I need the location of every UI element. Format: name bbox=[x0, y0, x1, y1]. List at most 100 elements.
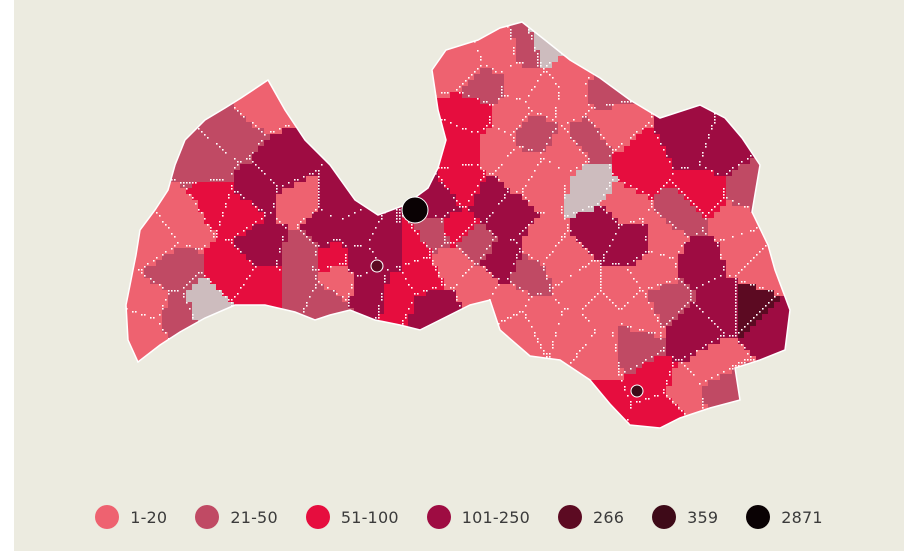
municipality-fill bbox=[492, 110, 499, 117]
municipality-fill bbox=[474, 248, 481, 255]
municipality-fill bbox=[312, 92, 319, 99]
municipality-fill bbox=[642, 116, 649, 123]
municipality-fill bbox=[336, 86, 343, 93]
municipality-fill bbox=[654, 32, 661, 39]
municipality-fill bbox=[426, 206, 433, 213]
municipality-fill bbox=[732, 32, 739, 39]
municipality-fill bbox=[642, 44, 649, 51]
municipality-fill bbox=[192, 146, 199, 153]
municipality-fill bbox=[474, 26, 481, 33]
municipality-fill bbox=[318, 68, 325, 75]
municipality-fill bbox=[648, 22, 655, 27]
municipality-fill bbox=[450, 122, 457, 129]
municipality-fill bbox=[246, 140, 253, 147]
municipality-fill bbox=[396, 140, 403, 147]
municipality-fill bbox=[168, 146, 175, 153]
municipality-fill bbox=[264, 116, 271, 123]
municipality-fill bbox=[204, 74, 211, 81]
municipality-fill bbox=[528, 200, 535, 207]
municipality-fill bbox=[696, 260, 703, 267]
municipality-fill bbox=[612, 56, 619, 63]
municipality-fill bbox=[126, 188, 133, 195]
municipality-fill bbox=[750, 110, 757, 117]
municipality-fill bbox=[150, 242, 157, 249]
municipality-fill bbox=[528, 164, 535, 171]
municipality-fill bbox=[666, 32, 673, 39]
municipality-fill bbox=[534, 278, 541, 285]
municipality-fill bbox=[126, 164, 133, 171]
municipality-fill bbox=[432, 278, 439, 285]
municipality-fill bbox=[378, 146, 385, 153]
municipality-fill bbox=[654, 278, 661, 285]
municipality-fill bbox=[450, 242, 457, 249]
municipality-fill bbox=[444, 266, 451, 273]
municipality-fill bbox=[540, 158, 547, 165]
municipality-fill bbox=[156, 68, 163, 75]
municipality-fill bbox=[570, 22, 577, 27]
municipality-fill bbox=[288, 164, 295, 171]
municipality-fill bbox=[126, 212, 133, 219]
municipality-fill bbox=[492, 266, 499, 273]
municipality-fill bbox=[366, 122, 373, 129]
municipality-fill bbox=[606, 218, 613, 225]
municipality-fill bbox=[198, 206, 205, 213]
municipality-fill bbox=[450, 218, 457, 225]
municipality-fill bbox=[750, 134, 757, 141]
municipality-fill bbox=[762, 26, 769, 33]
municipality-fill bbox=[168, 92, 175, 99]
municipality-fill bbox=[228, 56, 235, 63]
municipality-fill bbox=[684, 44, 691, 51]
municipality-fill bbox=[246, 62, 253, 69]
municipality-fill bbox=[186, 224, 193, 231]
municipality-fill bbox=[222, 152, 229, 159]
municipality-fill bbox=[264, 110, 271, 117]
municipality-fill bbox=[624, 146, 631, 153]
municipality-fill bbox=[648, 80, 655, 87]
municipality-fill bbox=[264, 254, 271, 261]
municipality-fill bbox=[156, 242, 163, 249]
municipality-fill bbox=[696, 164, 703, 171]
municipality-fill bbox=[180, 98, 187, 105]
municipality-fill bbox=[522, 254, 529, 261]
municipality-fill bbox=[534, 158, 541, 165]
municipality-fill bbox=[594, 44, 601, 51]
municipality-fill bbox=[744, 212, 751, 219]
municipality-fill bbox=[732, 188, 739, 195]
municipality-fill bbox=[162, 182, 169, 189]
municipality-fill bbox=[480, 278, 487, 285]
municipality-fill bbox=[336, 182, 343, 189]
municipality-fill bbox=[432, 80, 439, 87]
municipality-fill bbox=[348, 164, 355, 171]
municipality-fill bbox=[402, 98, 409, 105]
municipality-fill bbox=[786, 242, 790, 249]
municipality-fill bbox=[162, 218, 169, 225]
municipality-fill bbox=[642, 182, 649, 189]
municipality-fill bbox=[636, 22, 643, 27]
municipality-fill bbox=[462, 140, 469, 147]
municipality-fill bbox=[546, 92, 553, 99]
municipality-fill bbox=[564, 176, 571, 183]
municipality-fill bbox=[570, 152, 577, 159]
municipality-fill bbox=[594, 242, 601, 249]
municipality-fill bbox=[726, 188, 733, 195]
municipality-fill bbox=[600, 56, 607, 63]
municipality-fill bbox=[168, 200, 175, 207]
municipality-fill bbox=[144, 38, 151, 45]
municipality-fill bbox=[552, 56, 559, 63]
municipality-fill bbox=[768, 176, 775, 183]
municipality-fill bbox=[792, 242, 799, 249]
municipality-fill bbox=[396, 224, 403, 231]
municipality-fill bbox=[276, 104, 283, 111]
municipality-fill bbox=[498, 188, 505, 195]
municipality-fill bbox=[522, 56, 529, 63]
municipality-fill bbox=[144, 176, 151, 183]
municipality-fill bbox=[348, 104, 355, 111]
municipality-fill bbox=[390, 152, 397, 159]
municipality-fill bbox=[336, 98, 343, 105]
municipality-fill bbox=[480, 272, 487, 279]
municipality-fill bbox=[606, 212, 613, 219]
municipality-fill bbox=[186, 230, 193, 237]
municipality-fill bbox=[600, 44, 607, 51]
municipality-fill bbox=[234, 182, 241, 189]
municipality-fill bbox=[408, 62, 415, 69]
